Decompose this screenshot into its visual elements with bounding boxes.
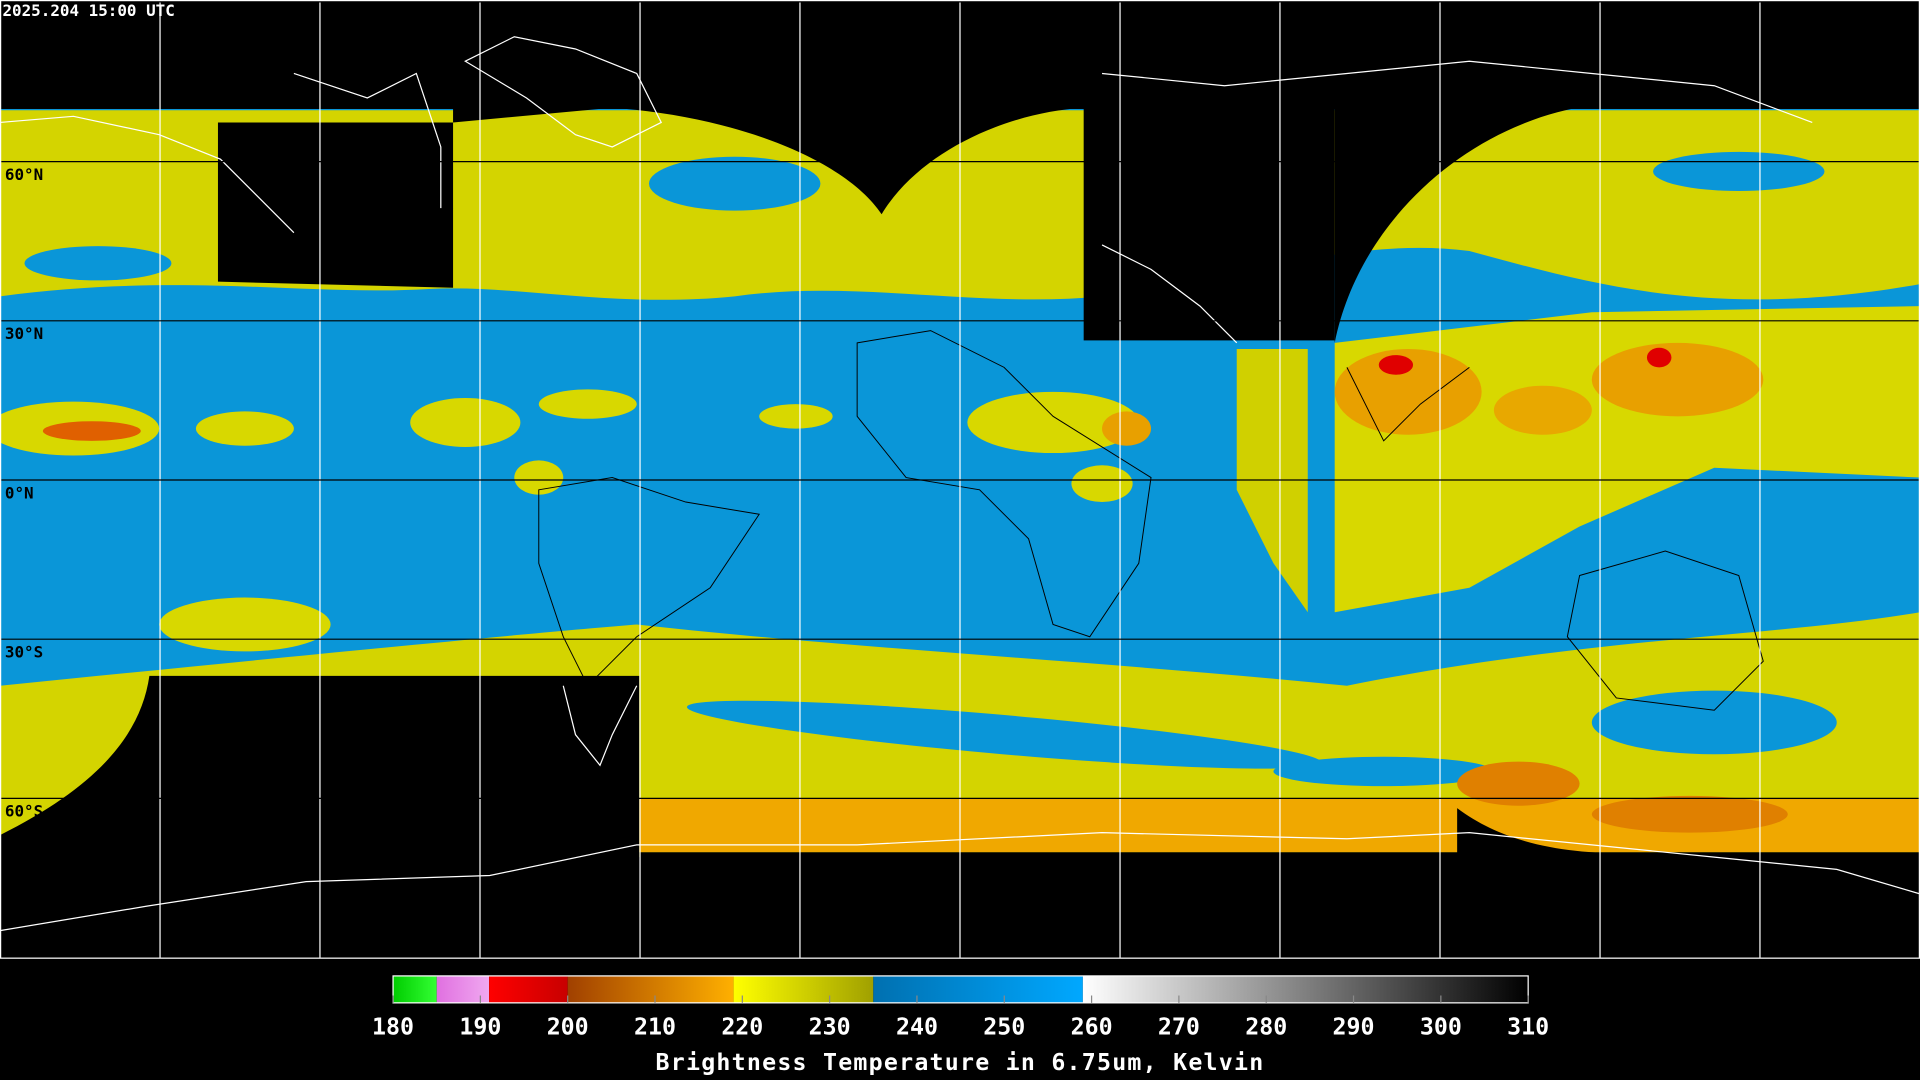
colorbar-border [392,975,1529,1004]
mask [1083,104,1335,341]
mask [217,122,454,288]
colorbar-title: Brightness Temperature in 6.75um, Kelvin [656,1049,1265,1076]
latitude-label: 30°N [5,324,43,343]
itcz-convection [0,389,1152,652]
coastline [0,115,295,234]
coastline [538,477,761,687]
timestamp: 2025.204 15:00 UTC [2,1,174,20]
colorbar-tick-label: 270 [1158,1014,1200,1041]
latitude-label: 60°N [5,165,43,184]
convection-core [1378,355,1414,375]
colorbar-segment [873,975,1083,1003]
colorbar-tick-label: 290 [1333,1014,1375,1041]
colorbar-tick-label: 310 [1507,1014,1549,1041]
map-border [0,0,1920,959]
dry-asia [1334,306,1920,613]
convection [1591,342,1764,417]
latitude-label: 30°S [5,643,43,662]
convection [1071,465,1133,503]
colorbar-segment [436,975,490,1003]
colorbar-tick-label: 250 [983,1014,1025,1041]
dry-core [1457,761,1580,806]
convection [195,411,294,446]
colorbar-tick-label: 280 [1245,1014,1287,1041]
colorbar-tick-label: 180 [372,1014,414,1041]
convection [967,391,1139,454]
graticule [1,2,1919,958]
convection [1493,385,1592,435]
coastlines [0,36,1920,932]
mask [453,107,1084,215]
coastline [562,685,638,767]
moist-streak [1591,690,1837,755]
convection [1334,348,1482,435]
colorbar-tick-label: 210 [634,1014,676,1041]
convection-core [42,421,141,441]
colorbar-tick-label: 230 [809,1014,851,1041]
coastline [293,72,442,209]
convection [410,397,521,447]
moist-streak [1273,756,1494,787]
convection [514,460,564,495]
colorbar-tick-label: 260 [1071,1014,1113,1041]
latitude-label: 60°S [5,802,43,821]
convection-core [1102,411,1152,446]
convection [759,404,833,429]
moist-patch [24,246,172,281]
moist-patch [1653,151,1825,192]
colorbar-segment [393,975,437,1003]
convection [538,389,637,419]
latitude-label: 0°N [5,483,34,502]
colorbar-segment [567,975,734,1003]
colorbar-tick-label: 220 [721,1014,763,1041]
colorbar-tick-label: 190 [459,1014,501,1041]
moist-patch [648,156,821,211]
coastline [1346,366,1470,442]
coastline [1101,244,1238,344]
convection-core [1646,347,1672,368]
colorbar-tick-label: 300 [1420,1014,1462,1041]
mask [1457,808,1629,854]
colorbar-segment [733,975,874,1003]
colorbar-tick-label: 200 [547,1014,589,1041]
coastline [1566,550,1764,711]
dry-core [1591,795,1788,833]
coastline [0,832,1920,932]
colorbar-segment [489,975,568,1003]
mask [1334,105,1592,343]
colorbar-segment [1082,975,1529,1003]
convection [159,597,331,652]
colorbar-tick-label: 240 [896,1014,938,1041]
coastline [1101,60,1813,124]
coastline [856,330,1152,638]
coastline [464,36,663,148]
moist-streak [686,700,1322,769]
